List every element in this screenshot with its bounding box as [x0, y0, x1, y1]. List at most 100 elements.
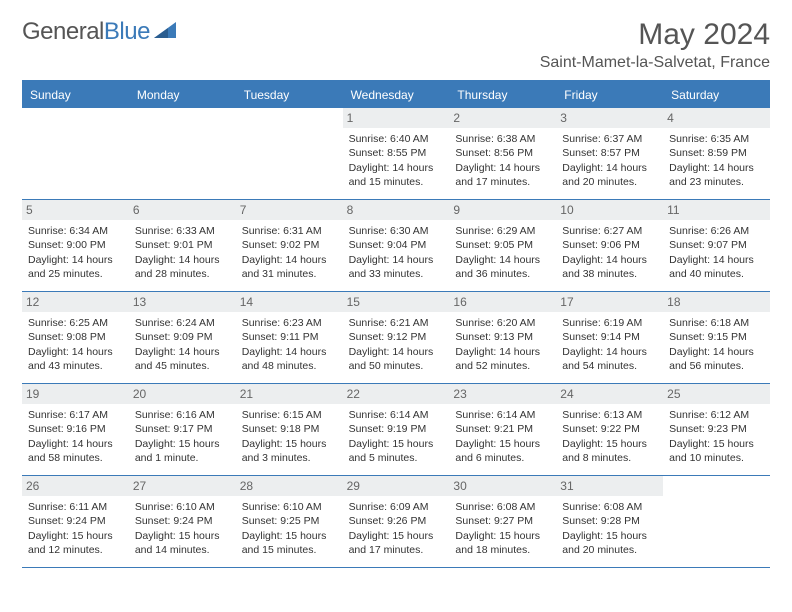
- day-cell: 9 Sunrise: 6:29 AMSunset: 9:05 PMDaylight…: [449, 200, 556, 292]
- day-number: 6: [129, 200, 236, 220]
- day-info: Sunrise: 6:15 AMSunset: 9:18 PMDaylight:…: [242, 408, 337, 465]
- empty-cell: [236, 108, 343, 200]
- day-cell: 23Sunrise: 6:14 AMSunset: 9:21 PMDayligh…: [449, 384, 556, 476]
- empty-cell: [129, 108, 236, 200]
- day-info: Sunrise: 6:08 AMSunset: 9:27 PMDaylight:…: [455, 500, 550, 557]
- day-info: Sunrise: 6:31 AMSunset: 9:02 PMDaylight:…: [242, 224, 337, 281]
- day-info: Sunrise: 6:10 AMSunset: 9:24 PMDaylight:…: [135, 500, 230, 557]
- day-cell: 11Sunrise: 6:26 AMSunset: 9:07 PMDayligh…: [663, 200, 770, 292]
- day-cell: 15Sunrise: 6:21 AMSunset: 9:12 PMDayligh…: [343, 292, 450, 384]
- day-cell: 3 Sunrise: 6:37 AMSunset: 8:57 PMDaylight…: [556, 108, 663, 200]
- day-cell: 21 Sunrise: 6:15 AMSunset: 9:18 PMDayligh…: [236, 384, 343, 476]
- day-number: 25: [663, 384, 770, 404]
- day-info: Sunrise: 6:16 AMSunset: 9:17 PMDaylight:…: [135, 408, 230, 465]
- day-number: 30: [449, 476, 556, 496]
- calendar-grid: SundayMondayTuesdayWednesdayThursdayFrid…: [22, 80, 770, 568]
- day-info: Sunrise: 6:40 AMSunset: 8:55 PMDaylight:…: [349, 132, 444, 189]
- day-number: 4: [663, 108, 770, 128]
- day-cell: 20 Sunrise: 6:16 AMSunset: 9:17 PMDayligh…: [129, 384, 236, 476]
- day-cell: 19 Sunrise: 6:17 AMSunset: 9:16 PMDayligh…: [22, 384, 129, 476]
- day-cell: 14Sunrise: 6:23 AMSunset: 9:11 PMDayligh…: [236, 292, 343, 384]
- day-cell: 30 Sunrise: 6:08 AMSunset: 9:27 PMDayligh…: [449, 476, 556, 568]
- day-cell: 17 Sunrise: 6:19 AMSunset: 9:14 PMDayligh…: [556, 292, 663, 384]
- day-number: 29: [343, 476, 450, 496]
- day-info: Sunrise: 6:29 AMSunset: 9:05 PMDaylight:…: [455, 224, 550, 281]
- day-cell: 26 Sunrise: 6:11 AMSunset: 9:24 PMDayligh…: [22, 476, 129, 568]
- day-info: Sunrise: 6:21 AMSunset: 9:12 PMDaylight:…: [349, 316, 444, 373]
- day-number: 10: [556, 200, 663, 220]
- day-cell: 18Sunrise: 6:18 AMSunset: 9:15 PMDayligh…: [663, 292, 770, 384]
- day-number: 7: [236, 200, 343, 220]
- day-cell: 8 Sunrise: 6:30 AMSunset: 9:04 PMDaylight…: [343, 200, 450, 292]
- day-header-tuesday: Tuesday: [236, 82, 343, 108]
- day-info: Sunrise: 6:33 AMSunset: 9:01 PMDaylight:…: [135, 224, 230, 281]
- day-cell: 13Sunrise: 6:24 AMSunset: 9:09 PMDayligh…: [129, 292, 236, 384]
- day-cell: 29 Sunrise: 6:09 AMSunset: 9:26 PMDayligh…: [343, 476, 450, 568]
- day-info: Sunrise: 6:27 AMSunset: 9:06 PMDaylight:…: [562, 224, 657, 281]
- day-cell: 2 Sunrise: 6:38 AMSunset: 8:56 PMDaylight…: [449, 108, 556, 200]
- day-number: 5: [22, 200, 129, 220]
- day-number: 3: [556, 108, 663, 128]
- day-cell: 10 Sunrise: 6:27 AMSunset: 9:06 PMDayligh…: [556, 200, 663, 292]
- day-cell: 1 Sunrise: 6:40 AMSunset: 8:55 PMDaylight…: [343, 108, 450, 200]
- day-info: Sunrise: 6:09 AMSunset: 9:26 PMDaylight:…: [349, 500, 444, 557]
- day-number: 16: [449, 292, 556, 312]
- day-number: 26: [22, 476, 129, 496]
- day-info: Sunrise: 6:37 AMSunset: 8:57 PMDaylight:…: [562, 132, 657, 189]
- day-cell: 24 Sunrise: 6:13 AMSunset: 9:22 PMDayligh…: [556, 384, 663, 476]
- day-number: 28: [236, 476, 343, 496]
- day-number: 18: [663, 292, 770, 312]
- day-number: 9: [449, 200, 556, 220]
- day-cell: 12 Sunrise: 6:25 AMSunset: 9:08 PMDayligh…: [22, 292, 129, 384]
- day-header-friday: Friday: [556, 82, 663, 108]
- logo-word1: General: [22, 18, 104, 45]
- day-cell: 28 Sunrise: 6:10 AMSunset: 9:25 PMDayligh…: [236, 476, 343, 568]
- day-info: Sunrise: 6:14 AMSunset: 9:19 PMDaylight:…: [349, 408, 444, 465]
- day-cell: 4 Sunrise: 6:35 AMSunset: 8:59 PMDaylight…: [663, 108, 770, 200]
- day-cell: 22 Sunrise: 6:14 AMSunset: 9:19 PMDayligh…: [343, 384, 450, 476]
- location-label: Saint-Mamet-la-Salvetat, France: [22, 54, 770, 72]
- day-info: Sunrise: 6:11 AMSunset: 9:24 PMDaylight:…: [28, 500, 123, 557]
- day-info: Sunrise: 6:10 AMSunset: 9:25 PMDaylight:…: [242, 500, 337, 557]
- day-number: 17: [556, 292, 663, 312]
- day-number: 24: [556, 384, 663, 404]
- day-info: Sunrise: 6:12 AMSunset: 9:23 PMDaylight:…: [669, 408, 764, 465]
- day-info: Sunrise: 6:14 AMSunset: 9:21 PMDaylight:…: [455, 408, 550, 465]
- day-header-monday: Monday: [129, 82, 236, 108]
- day-number: 19: [22, 384, 129, 404]
- day-header-thursday: Thursday: [449, 82, 556, 108]
- day-info: Sunrise: 6:25 AMSunset: 9:08 PMDaylight:…: [28, 316, 123, 373]
- empty-cell: [663, 476, 770, 568]
- day-cell: 31Sunrise: 6:08 AMSunset: 9:28 PMDayligh…: [556, 476, 663, 568]
- triangle-icon: [154, 20, 180, 45]
- day-cell: 27 Sunrise: 6:10 AMSunset: 9:24 PMDayligh…: [129, 476, 236, 568]
- day-number: 31: [556, 476, 663, 496]
- day-number: 8: [343, 200, 450, 220]
- day-number: 2: [449, 108, 556, 128]
- day-header-saturday: Saturday: [663, 82, 770, 108]
- day-cell: 7 Sunrise: 6:31 AMSunset: 9:02 PMDaylight…: [236, 200, 343, 292]
- day-cell: 6 Sunrise: 6:33 AMSunset: 9:01 PMDaylight…: [129, 200, 236, 292]
- day-info: Sunrise: 6:19 AMSunset: 9:14 PMDaylight:…: [562, 316, 657, 373]
- day-number: 20: [129, 384, 236, 404]
- day-info: Sunrise: 6:35 AMSunset: 8:59 PMDaylight:…: [669, 132, 764, 189]
- day-info: Sunrise: 6:38 AMSunset: 8:56 PMDaylight:…: [455, 132, 550, 189]
- day-number: 22: [343, 384, 450, 404]
- day-number: 12: [22, 292, 129, 312]
- logo-text: GeneralBlue: [22, 18, 150, 46]
- day-info: Sunrise: 6:24 AMSunset: 9:09 PMDaylight:…: [135, 316, 230, 373]
- day-cell: 25 Sunrise: 6:12 AMSunset: 9:23 PMDayligh…: [663, 384, 770, 476]
- day-info: Sunrise: 6:17 AMSunset: 9:16 PMDaylight:…: [28, 408, 123, 465]
- day-cell: 5 Sunrise: 6:34 AMSunset: 9:00 PMDaylight…: [22, 200, 129, 292]
- day-info: Sunrise: 6:34 AMSunset: 9:00 PMDaylight:…: [28, 224, 123, 281]
- day-info: Sunrise: 6:13 AMSunset: 9:22 PMDaylight:…: [562, 408, 657, 465]
- day-info: Sunrise: 6:26 AMSunset: 9:07 PMDaylight:…: [669, 224, 764, 281]
- day-info: Sunrise: 6:23 AMSunset: 9:11 PMDaylight:…: [242, 316, 337, 373]
- empty-cell: [22, 108, 129, 200]
- logo-word2: Blue: [104, 18, 150, 45]
- day-number: 21: [236, 384, 343, 404]
- day-number: 27: [129, 476, 236, 496]
- day-number: 1: [343, 108, 450, 128]
- day-info: Sunrise: 6:30 AMSunset: 9:04 PMDaylight:…: [349, 224, 444, 281]
- day-header-wednesday: Wednesday: [343, 82, 450, 108]
